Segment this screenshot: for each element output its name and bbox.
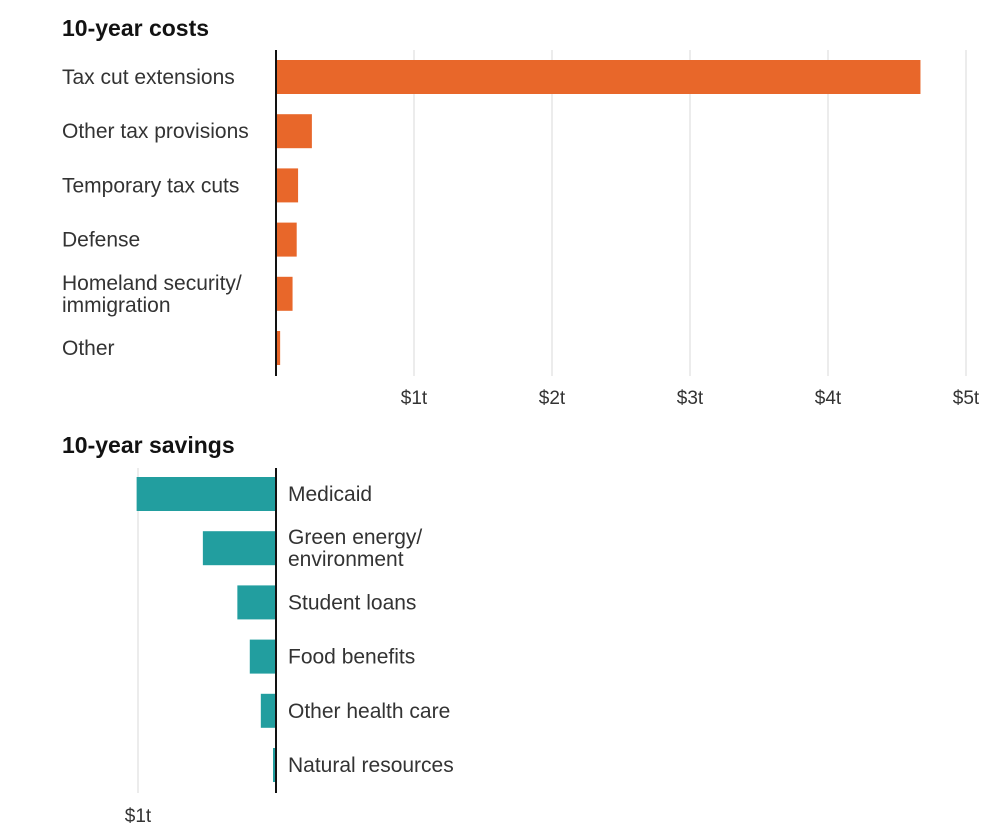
savings-bar-medicaid: [136, 477, 276, 511]
savings-title: 10-year savings: [62, 432, 235, 458]
savings-category-label: Other health care: [288, 700, 450, 723]
costs-tick-label: $2t: [539, 388, 566, 409]
savings-tick-label: $1t: [125, 806, 152, 827]
costs-tick-label: $1t: [401, 388, 428, 409]
savings-category-label: Green energy/environment: [288, 526, 422, 571]
costs-tick-label: $5t: [953, 388, 980, 409]
costs-bar-defense: [276, 222, 297, 257]
savings-category-label: Food benefits: [288, 646, 415, 669]
costs-tick-label: $3t: [677, 388, 704, 409]
costs-category-label: Temporary tax cuts: [62, 174, 239, 197]
savings-category-label: Medicaid: [288, 483, 372, 506]
costs-category-label: Tax cut extensions: [62, 66, 235, 89]
savings-category-label: Natural resources: [288, 754, 454, 777]
savings-category-label: Student loans: [288, 591, 416, 614]
costs-tick-label: $4t: [815, 388, 842, 409]
costs-bar-temporary-tax-cuts: [276, 168, 299, 203]
costs-category-label: Other tax provisions: [62, 120, 249, 143]
costs-category-label: Defense: [62, 229, 140, 252]
savings-bar-student-loans: [237, 585, 276, 620]
costs-bar-homeland-security-immigration: [276, 276, 293, 311]
costs-bar-tax-cut-extensions: [276, 60, 921, 94]
costs-bar-other: [276, 331, 281, 365]
costs-bar-other-tax-provisions: [276, 114, 312, 149]
savings-panel: 10-year savings Medicaid Green energy/env…: [62, 432, 454, 827]
costs-panel: 10-year costs Tax cut extensions Other ta…: [62, 15, 980, 409]
costs-category-label: Homeland security/immigration: [62, 272, 242, 317]
costs-title: 10-year costs: [62, 15, 209, 41]
savings-bar-food-benefits: [249, 639, 276, 674]
costs-category-label: Other: [62, 337, 115, 360]
savings-bar-natural-resources: [273, 748, 276, 782]
savings-bar-other-health-care: [260, 693, 276, 728]
savings-bar-green-energy-environment: [202, 531, 276, 566]
